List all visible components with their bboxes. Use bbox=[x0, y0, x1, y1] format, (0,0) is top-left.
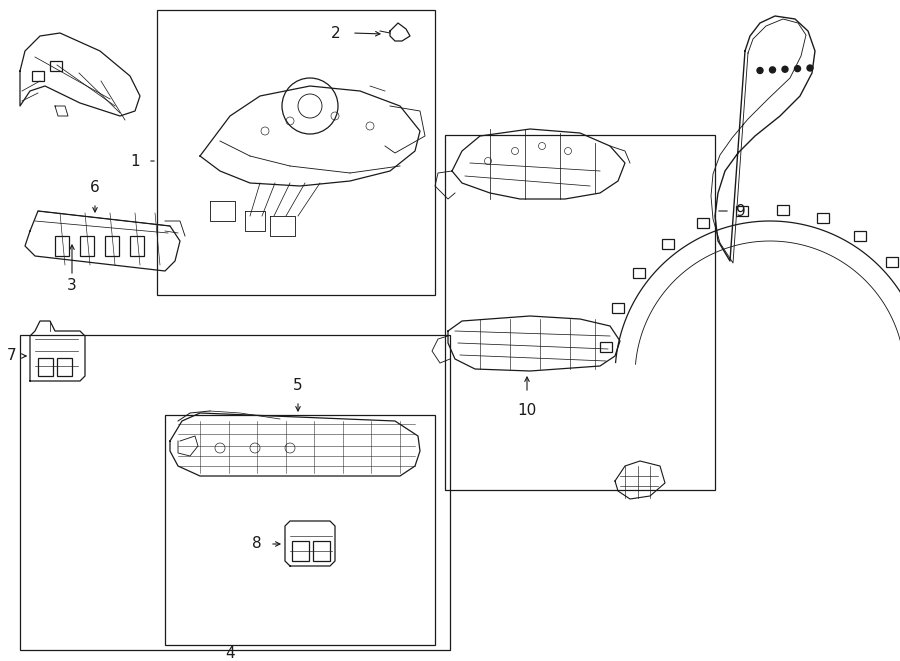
Bar bbox=[292, 541, 309, 561]
Bar bbox=[313, 541, 330, 561]
Text: 8: 8 bbox=[252, 537, 262, 551]
Bar bbox=[697, 218, 709, 228]
Bar bbox=[38, 358, 53, 376]
Bar bbox=[80, 236, 94, 256]
Bar bbox=[854, 231, 867, 241]
Text: 4: 4 bbox=[225, 646, 235, 661]
Circle shape bbox=[795, 65, 800, 71]
Text: 7: 7 bbox=[6, 348, 16, 364]
Bar bbox=[105, 236, 119, 256]
Bar bbox=[32, 71, 44, 81]
Bar bbox=[55, 236, 69, 256]
Text: 9: 9 bbox=[736, 204, 746, 219]
Bar bbox=[20, 335, 450, 650]
Bar bbox=[817, 213, 830, 223]
Circle shape bbox=[782, 66, 788, 72]
Bar bbox=[778, 204, 789, 215]
Bar bbox=[165, 415, 435, 645]
Text: 5: 5 bbox=[293, 378, 302, 393]
Bar bbox=[633, 268, 644, 278]
Bar bbox=[736, 206, 748, 216]
Bar bbox=[157, 10, 435, 295]
Bar bbox=[611, 303, 624, 313]
Text: 3: 3 bbox=[68, 278, 76, 293]
Text: 2: 2 bbox=[330, 26, 340, 40]
Bar bbox=[130, 236, 144, 256]
Bar bbox=[886, 256, 898, 267]
Bar bbox=[57, 358, 72, 376]
Circle shape bbox=[807, 65, 813, 71]
Bar bbox=[662, 239, 674, 249]
Bar bbox=[445, 135, 715, 490]
Circle shape bbox=[757, 67, 763, 73]
Circle shape bbox=[770, 67, 776, 73]
Text: 1: 1 bbox=[130, 153, 140, 169]
Bar bbox=[50, 61, 62, 71]
Text: 6: 6 bbox=[90, 180, 100, 195]
Text: 10: 10 bbox=[518, 403, 536, 418]
Bar bbox=[599, 342, 611, 352]
